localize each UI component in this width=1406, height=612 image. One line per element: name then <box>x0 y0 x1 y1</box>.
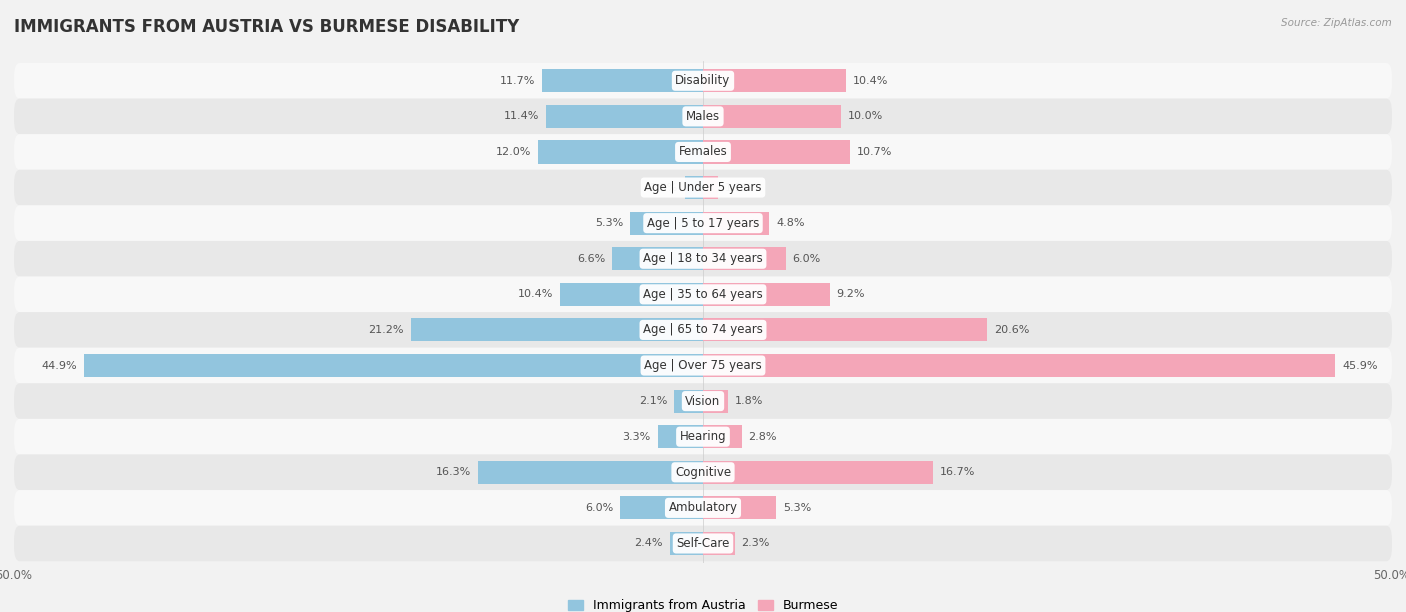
Bar <box>703 389 728 412</box>
Text: 4.8%: 4.8% <box>776 218 804 228</box>
Text: 10.4%: 10.4% <box>517 289 553 299</box>
Bar <box>703 318 987 341</box>
Bar <box>630 212 703 235</box>
Bar <box>546 105 703 128</box>
Text: 1.3%: 1.3% <box>650 182 678 193</box>
Bar <box>703 140 851 163</box>
FancyBboxPatch shape <box>14 206 1392 241</box>
Text: 2.8%: 2.8% <box>748 431 778 442</box>
FancyBboxPatch shape <box>14 170 1392 206</box>
Text: 21.2%: 21.2% <box>368 325 404 335</box>
Bar <box>669 532 703 555</box>
Text: 10.0%: 10.0% <box>848 111 883 121</box>
Text: 3.3%: 3.3% <box>623 431 651 442</box>
Bar <box>537 140 703 163</box>
Text: 12.0%: 12.0% <box>495 147 531 157</box>
Bar <box>612 247 703 271</box>
FancyBboxPatch shape <box>14 419 1392 455</box>
Text: 6.6%: 6.6% <box>576 254 605 264</box>
Text: Self-Care: Self-Care <box>676 537 730 550</box>
Bar <box>703 247 786 271</box>
Bar <box>685 176 703 199</box>
Bar <box>703 176 718 199</box>
Text: Age | 18 to 34 years: Age | 18 to 34 years <box>643 252 763 265</box>
Text: Disability: Disability <box>675 74 731 88</box>
Text: 9.2%: 9.2% <box>837 289 865 299</box>
FancyBboxPatch shape <box>14 134 1392 170</box>
Text: 11.4%: 11.4% <box>503 111 538 121</box>
Bar <box>703 354 1336 377</box>
Text: 6.0%: 6.0% <box>585 503 613 513</box>
Bar <box>541 69 703 92</box>
Text: 11.7%: 11.7% <box>499 76 534 86</box>
Bar <box>658 425 703 448</box>
Text: 16.7%: 16.7% <box>941 468 976 477</box>
Bar <box>703 105 841 128</box>
FancyBboxPatch shape <box>14 99 1392 134</box>
Bar <box>478 461 703 484</box>
Text: 10.4%: 10.4% <box>853 76 889 86</box>
Text: Ambulatory: Ambulatory <box>668 501 738 514</box>
Legend: Immigrants from Austria, Burmese: Immigrants from Austria, Burmese <box>562 594 844 612</box>
Text: 10.7%: 10.7% <box>858 147 893 157</box>
Bar <box>620 496 703 520</box>
Bar <box>673 389 703 412</box>
FancyBboxPatch shape <box>14 312 1392 348</box>
Text: 44.9%: 44.9% <box>42 360 77 370</box>
Text: Hearing: Hearing <box>679 430 727 443</box>
Text: 5.3%: 5.3% <box>783 503 811 513</box>
FancyBboxPatch shape <box>14 526 1392 561</box>
Text: Age | 65 to 74 years: Age | 65 to 74 years <box>643 323 763 337</box>
Bar <box>703 461 934 484</box>
Text: Vision: Vision <box>685 395 721 408</box>
Text: 2.3%: 2.3% <box>741 539 770 548</box>
Text: 20.6%: 20.6% <box>994 325 1029 335</box>
Text: 2.4%: 2.4% <box>634 539 664 548</box>
Bar <box>703 212 769 235</box>
FancyBboxPatch shape <box>14 63 1392 99</box>
FancyBboxPatch shape <box>14 490 1392 526</box>
FancyBboxPatch shape <box>14 455 1392 490</box>
Bar <box>560 283 703 306</box>
Text: Cognitive: Cognitive <box>675 466 731 479</box>
Bar <box>703 496 776 520</box>
Bar <box>703 425 741 448</box>
FancyBboxPatch shape <box>14 383 1392 419</box>
Text: Age | 5 to 17 years: Age | 5 to 17 years <box>647 217 759 230</box>
FancyBboxPatch shape <box>14 348 1392 383</box>
Text: Source: ZipAtlas.com: Source: ZipAtlas.com <box>1281 18 1392 28</box>
Text: IMMIGRANTS FROM AUSTRIA VS BURMESE DISABILITY: IMMIGRANTS FROM AUSTRIA VS BURMESE DISAB… <box>14 18 519 36</box>
Text: 16.3%: 16.3% <box>436 468 471 477</box>
Text: 5.3%: 5.3% <box>595 218 623 228</box>
Text: 1.1%: 1.1% <box>725 182 754 193</box>
Bar <box>703 283 830 306</box>
Text: 6.0%: 6.0% <box>793 254 821 264</box>
Text: 45.9%: 45.9% <box>1343 360 1378 370</box>
FancyBboxPatch shape <box>14 277 1392 312</box>
Text: Age | Under 5 years: Age | Under 5 years <box>644 181 762 194</box>
Text: Females: Females <box>679 146 727 159</box>
Text: Age | 35 to 64 years: Age | 35 to 64 years <box>643 288 763 301</box>
Text: 1.8%: 1.8% <box>735 396 763 406</box>
Bar <box>411 318 703 341</box>
Bar <box>703 532 735 555</box>
Text: 2.1%: 2.1% <box>638 396 668 406</box>
FancyBboxPatch shape <box>14 241 1392 277</box>
Bar <box>84 354 703 377</box>
Text: Age | Over 75 years: Age | Over 75 years <box>644 359 762 372</box>
Bar <box>703 69 846 92</box>
Text: Males: Males <box>686 110 720 123</box>
